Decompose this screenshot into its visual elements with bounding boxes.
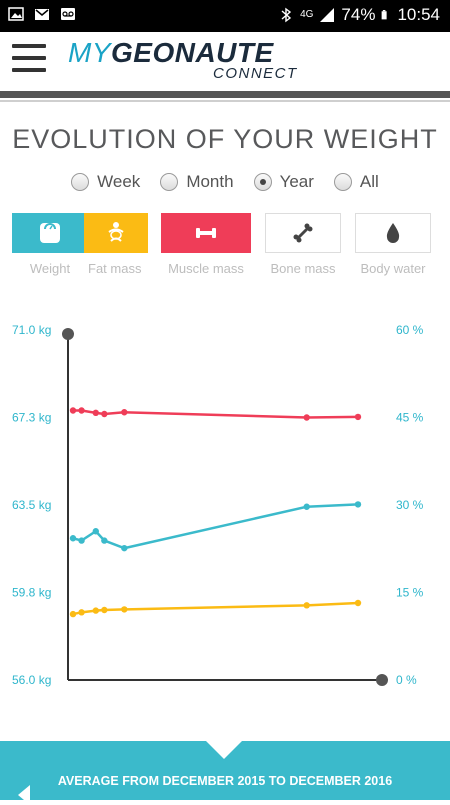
metric-label: Bone mass <box>270 261 336 276</box>
metric-fat-mass[interactable]: Fat mass <box>84 213 160 276</box>
data-point[interactable] <box>121 544 128 552</box>
data-point[interactable] <box>303 414 310 421</box>
voicemail-icon <box>61 8 75 20</box>
radio-label: Month <box>186 172 234 191</box>
data-point[interactable] <box>78 609 85 616</box>
left-axis-tick-label: 67.3 kg <box>12 411 51 425</box>
data-point[interactable] <box>354 413 362 421</box>
page-title: EVOLUTION OF YOUR WEIGHT <box>12 124 438 154</box>
battery-percent: 74% <box>341 5 376 24</box>
dumbbell-icon <box>196 228 216 238</box>
right-axis-tick-label: 30 % <box>396 498 424 512</box>
status-bar: 4G 74% 10:54 <box>0 0 450 32</box>
gallery-icon <box>8 7 24 21</box>
radio-label: Week <box>97 172 141 191</box>
left-axis-tick-label: 56.0 kg <box>12 673 51 687</box>
metric-body-water[interactable]: Body water <box>355 213 431 276</box>
radio-label: All <box>359 172 379 191</box>
signal-icon <box>320 8 335 22</box>
logo-my: MY <box>68 37 111 68</box>
right-axis-tick-label: 0 % <box>396 673 417 687</box>
gmail-icon <box>35 9 49 20</box>
app-logo: MYGEONAUTE CONNECT <box>68 38 308 84</box>
x-axis-end-marker <box>376 674 388 686</box>
header-shadow <box>0 100 450 102</box>
right-axis-tick-label: 60 % <box>396 323 424 337</box>
network-type: 4G <box>300 9 314 20</box>
battery-icon <box>382 10 388 20</box>
data-point[interactable] <box>354 599 362 607</box>
weight-chart: 71.0 kg 67.3 kg 63.5 kg 59.8 kg 56.0 kg 60 %… <box>12 323 424 687</box>
hamburger-menu-icon[interactable] <box>12 44 46 76</box>
metric-label: Fat mass <box>88 261 142 276</box>
data-point[interactable] <box>303 503 310 510</box>
radio-week[interactable] <box>71 173 90 191</box>
bone-icon <box>293 223 313 243</box>
data-point[interactable] <box>101 606 108 614</box>
logo-geonaute: GEONAUTE <box>111 37 274 68</box>
radio-all[interactable] <box>333 173 352 191</box>
data-point[interactable] <box>101 410 108 418</box>
right-axis-tick-label: 15 % <box>396 586 424 600</box>
data-point[interactable] <box>92 528 100 535</box>
water-drop-icon <box>386 223 400 243</box>
radio-label: Year <box>279 172 314 191</box>
metric-fat-mass-box[interactable] <box>84 213 148 253</box>
data-point[interactable] <box>303 602 310 609</box>
y-axis-end-marker <box>62 328 74 340</box>
period-year[interactable]: Year <box>253 172 314 192</box>
left-axis-tick-label: 59.8 kg <box>12 586 51 600</box>
data-point[interactable] <box>69 535 77 542</box>
metric-bone-mass-box[interactable] <box>265 213 341 253</box>
metric-body-water-box[interactable] <box>355 213 431 253</box>
metric-label: Weight <box>29 261 71 276</box>
metric-muscle-mass[interactable]: Muscle mass <box>161 213 251 276</box>
clock: 10:54 <box>397 5 440 24</box>
header-divider <box>0 91 450 98</box>
right-axis-tick-label: 45 % <box>396 411 424 425</box>
data-point[interactable] <box>354 501 362 508</box>
data-point[interactable] <box>121 606 128 613</box>
period-selector: Week Month Year All <box>0 172 450 192</box>
banner-notch <box>206 741 242 759</box>
metric-label: Body water <box>360 261 426 276</box>
series-line-0 <box>73 409 359 419</box>
app-bar: MYGEONAUTE CONNECT <box>0 32 450 90</box>
previous-arrow-icon[interactable] <box>18 785 30 805</box>
metric-label: Muscle mass <box>168 261 244 276</box>
data-point[interactable] <box>101 537 108 544</box>
series-line-1 <box>72 503 359 550</box>
period-month[interactable]: Month <box>160 172 234 192</box>
data-point[interactable] <box>92 607 100 614</box>
left-axis-tick-label: 63.5 kg <box>12 498 51 512</box>
data-point[interactable] <box>78 407 85 414</box>
scale-icon <box>40 223 60 243</box>
series-line-2 <box>72 601 359 616</box>
metric-weight-box[interactable] <box>12 213 88 253</box>
period-week[interactable]: Week <box>71 172 140 192</box>
metric-muscle-mass-box[interactable] <box>161 213 251 253</box>
bluetooth-icon <box>281 7 292 23</box>
metric-weight[interactable]: Weight <box>12 213 88 276</box>
left-axis-tick-label: 71.0 kg <box>12 323 51 337</box>
data-point[interactable] <box>92 409 100 417</box>
radio-month[interactable] <box>160 173 179 191</box>
data-point[interactable] <box>69 407 77 414</box>
metric-bone-mass[interactable]: Bone mass <box>265 213 341 276</box>
logo-connect: CONNECT <box>213 65 298 82</box>
average-period-text: AVERAGE FROM DECEMBER 2015 TO DECEMBER 2… <box>57 774 393 788</box>
data-point[interactable] <box>69 610 77 618</box>
data-point[interactable] <box>121 409 128 416</box>
data-point[interactable] <box>78 537 85 544</box>
radio-year[interactable] <box>253 173 272 191</box>
period-all[interactable]: All <box>333 172 379 192</box>
body-fat-icon <box>108 222 124 242</box>
